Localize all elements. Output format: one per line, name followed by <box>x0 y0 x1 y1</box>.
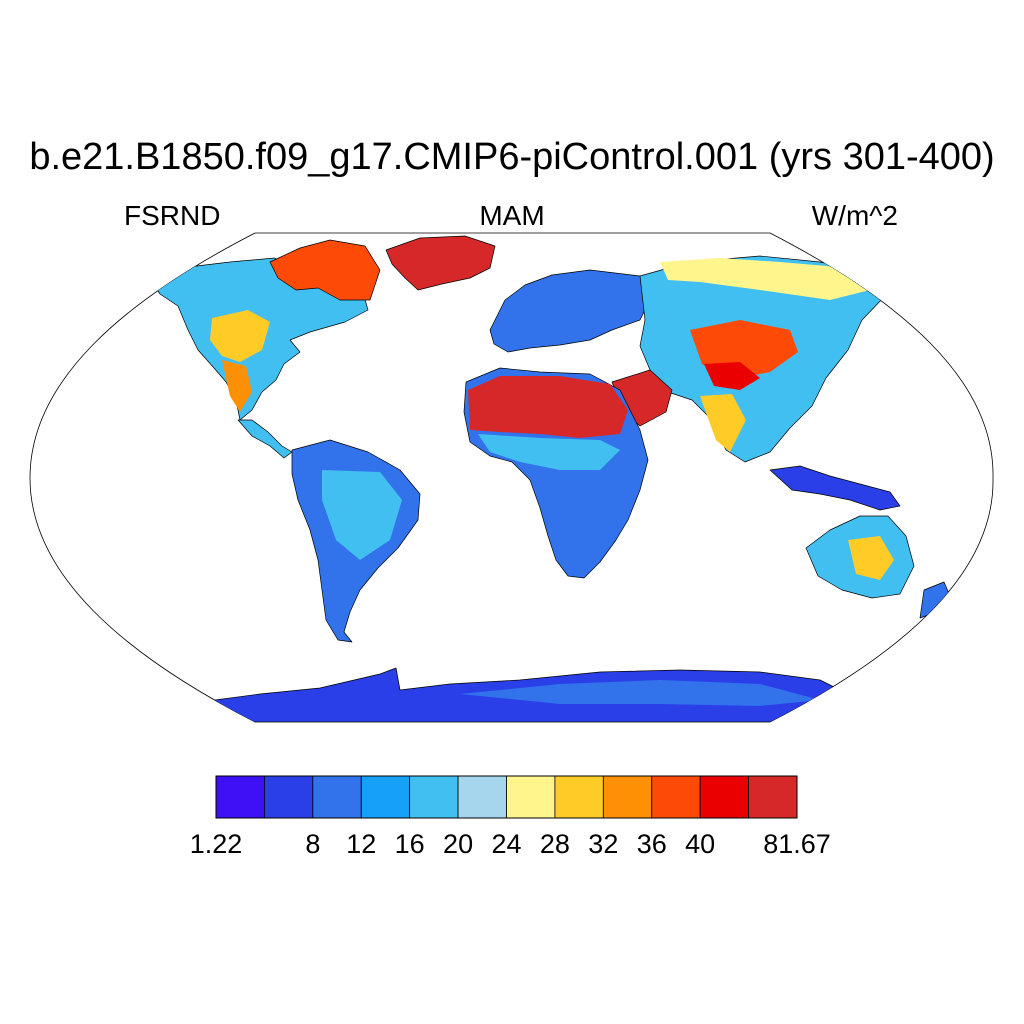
south-america-interior <box>322 470 402 560</box>
india-region <box>700 394 746 452</box>
colorbar-box <box>457 775 507 819</box>
tibet-hot-region <box>704 362 760 390</box>
southeast-asia-islands <box>769 465 901 511</box>
colorbar-box <box>602 775 653 819</box>
season-label: MAM <box>479 200 545 231</box>
colorbar-box <box>699 775 749 819</box>
colorbar-box <box>506 775 556 819</box>
colorbar-tick-label: 8 <box>305 829 320 859</box>
colorbar-box <box>748 775 798 819</box>
colorbar-tick-label: 81.67 <box>763 829 831 859</box>
colorbar-tick-label: 28 <box>540 829 570 859</box>
western-us-warm-region <box>210 310 270 362</box>
siberia-warm-region <box>660 258 870 300</box>
antarctica-interior <box>460 680 820 706</box>
colorbar-tick-label: 32 <box>588 829 618 859</box>
colorbar-tick-label: 16 <box>395 829 425 859</box>
colorbar-tick-label: 36 <box>637 829 667 859</box>
colorbar-tick-label: 20 <box>443 829 473 859</box>
colorbar-box <box>215 775 265 819</box>
colorbar-box <box>409 775 459 819</box>
colorbar-box <box>651 775 701 819</box>
variable-label: FSRND <box>124 200 221 231</box>
australia-interior-warm <box>848 536 894 580</box>
colorbar-box <box>264 775 314 819</box>
europe-landmass <box>489 269 651 353</box>
plot-title: b.e21.B1850.f09_g17.CMIP6-piControl.001 … <box>29 136 995 178</box>
colorbar-ticks: 1.22 8 12 16 20 24 28 32 36 40 81.67 <box>190 829 831 859</box>
colorbar-box <box>312 775 362 819</box>
greenland-landmass <box>385 235 496 291</box>
colorbar-box <box>554 775 604 819</box>
canadian-arctic-region <box>269 239 381 301</box>
colorbar-box <box>360 775 411 819</box>
colorbar-frame <box>215 775 798 819</box>
colorbar-tick-label: 1.22 <box>190 829 243 859</box>
colorbar-tick-label: 12 <box>346 829 376 859</box>
sahara-hot-region <box>468 376 628 438</box>
colorbar-tick-label: 24 <box>491 829 521 859</box>
units-label: W/m^2 <box>811 200 898 231</box>
colorbar-boxes <box>215 775 798 819</box>
sahel-region <box>478 434 620 470</box>
colorbar-tick-label: 40 <box>685 829 715 859</box>
mexico-region <box>222 360 252 412</box>
